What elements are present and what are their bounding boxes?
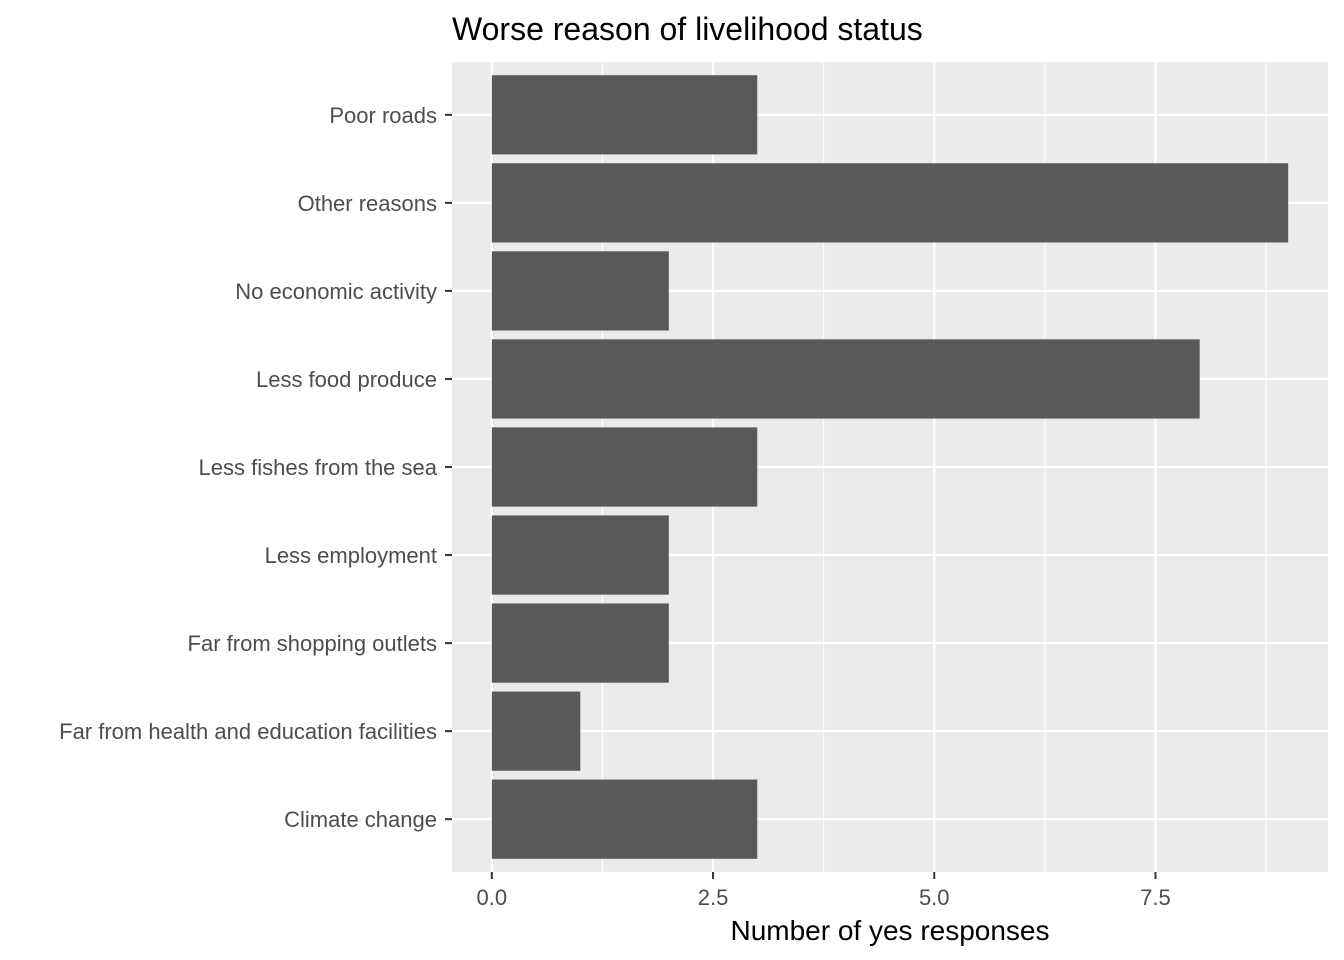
category-label: Less employment xyxy=(265,543,437,568)
category-label: Climate change xyxy=(284,807,437,832)
bar xyxy=(491,515,669,595)
bars xyxy=(491,75,1289,859)
x-axis: 0.0 2.5 5.0 7.5 xyxy=(477,872,1171,910)
bar xyxy=(491,251,669,331)
bar xyxy=(491,339,1200,419)
category-label: Far from shopping outlets xyxy=(188,631,437,656)
bar xyxy=(491,691,581,771)
chart-title: Worse reason of livelihood status xyxy=(452,11,923,47)
category-label: Far from health and education facilities xyxy=(59,719,437,744)
bar xyxy=(491,427,758,507)
bar xyxy=(491,75,758,155)
bar xyxy=(491,163,1289,243)
category-label: No economic activity xyxy=(235,279,437,304)
x-tick-label: 2.5 xyxy=(698,885,729,910)
category-label: Less food produce xyxy=(256,367,437,392)
x-tick-label: 5.0 xyxy=(919,885,950,910)
bar xyxy=(491,603,669,683)
bar xyxy=(491,779,758,859)
category-label: Less fishes from the sea xyxy=(199,455,438,480)
x-tick-label: 0.0 xyxy=(477,885,508,910)
x-tick-label: 7.5 xyxy=(1140,885,1171,910)
x-axis-title: Number of yes responses xyxy=(730,915,1049,946)
category-label: Poor roads xyxy=(329,103,437,128)
category-label: Other reasons xyxy=(298,191,437,216)
y-axis: Climate change Far from health and educat… xyxy=(59,103,452,832)
